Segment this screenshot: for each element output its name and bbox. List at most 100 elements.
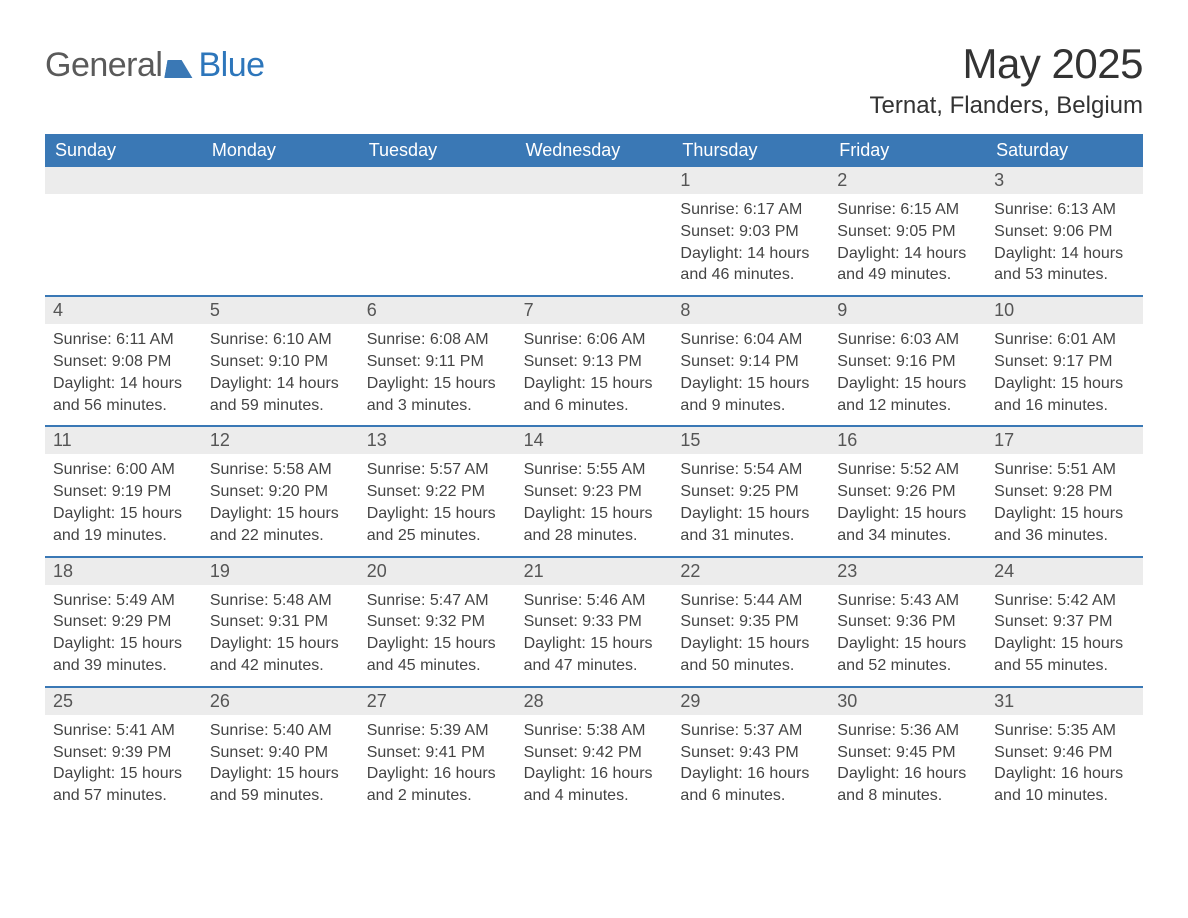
daylight-line-1: Daylight: 15 hours [210, 764, 351, 785]
sunset-line: Sunset: 9:33 PM [524, 612, 665, 633]
sunset-line: Sunset: 9:36 PM [837, 612, 978, 633]
day-detail: Sunrise: 5:40 AMSunset: 9:40 PMDaylight:… [202, 715, 359, 807]
daynum-bar [202, 167, 359, 194]
sunset-line: Sunset: 9:31 PM [210, 612, 351, 633]
day-cell: 3Sunrise: 6:13 AMSunset: 9:06 PMDaylight… [986, 167, 1143, 295]
daylight-line-2: and 31 minutes. [680, 526, 821, 547]
day-header: Saturday [986, 134, 1143, 167]
day-cell: 2Sunrise: 6:15 AMSunset: 9:05 PMDaylight… [829, 167, 986, 295]
day-detail: Sunrise: 5:51 AMSunset: 9:28 PMDaylight:… [986, 454, 1143, 546]
day-detail: Sunrise: 5:44 AMSunset: 9:35 PMDaylight:… [672, 585, 829, 677]
day-header: Thursday [672, 134, 829, 167]
day-cell: 8Sunrise: 6:04 AMSunset: 9:14 PMDaylight… [672, 295, 829, 425]
daylight-line-1: Daylight: 14 hours [53, 374, 194, 395]
sunrise-line: Sunrise: 5:57 AM [367, 460, 508, 481]
sunrise-line: Sunrise: 5:49 AM [53, 591, 194, 612]
day-detail: Sunrise: 5:54 AMSunset: 9:25 PMDaylight:… [672, 454, 829, 546]
daylight-line-2: and 28 minutes. [524, 526, 665, 547]
sunrise-line: Sunrise: 6:03 AM [837, 330, 978, 351]
sunrise-line: Sunrise: 5:43 AM [837, 591, 978, 612]
day-cell: 14Sunrise: 5:55 AMSunset: 9:23 PMDayligh… [516, 425, 673, 555]
blank-cell [45, 167, 202, 295]
day-number: 26 [202, 686, 359, 715]
day-number: 21 [516, 556, 673, 585]
day-number: 29 [672, 686, 829, 715]
daylight-line-2: and 50 minutes. [680, 656, 821, 677]
daylight-line-1: Daylight: 14 hours [210, 374, 351, 395]
sunrise-line: Sunrise: 5:35 AM [994, 721, 1135, 742]
daylight-line-1: Daylight: 15 hours [367, 504, 508, 525]
day-detail: Sunrise: 6:01 AMSunset: 9:17 PMDaylight:… [986, 324, 1143, 416]
daylight-line-1: Daylight: 15 hours [837, 504, 978, 525]
day-cell: 31Sunrise: 5:35 AMSunset: 9:46 PMDayligh… [986, 686, 1143, 816]
day-number: 17 [986, 425, 1143, 454]
day-cell: 11Sunrise: 6:00 AMSunset: 9:19 PMDayligh… [45, 425, 202, 555]
sunrise-line: Sunrise: 5:46 AM [524, 591, 665, 612]
daylight-line-1: Daylight: 15 hours [53, 764, 194, 785]
day-number: 28 [516, 686, 673, 715]
sunset-line: Sunset: 9:40 PM [210, 743, 351, 764]
sunrise-line: Sunrise: 6:00 AM [53, 460, 194, 481]
day-number: 31 [986, 686, 1143, 715]
daylight-line-2: and 52 minutes. [837, 656, 978, 677]
daylight-line-1: Daylight: 15 hours [837, 634, 978, 655]
daylight-line-2: and 56 minutes. [53, 396, 194, 417]
sunset-line: Sunset: 9:35 PM [680, 612, 821, 633]
sunset-line: Sunset: 9:14 PM [680, 352, 821, 373]
sunset-line: Sunset: 9:28 PM [994, 482, 1135, 503]
daylight-line-1: Daylight: 15 hours [524, 504, 665, 525]
day-detail: Sunrise: 6:06 AMSunset: 9:13 PMDaylight:… [516, 324, 673, 416]
sunrise-line: Sunrise: 6:04 AM [680, 330, 821, 351]
day-detail: Sunrise: 5:47 AMSunset: 9:32 PMDaylight:… [359, 585, 516, 677]
daylight-line-1: Daylight: 16 hours [524, 764, 665, 785]
sunset-line: Sunset: 9:41 PM [367, 743, 508, 764]
sunrise-line: Sunrise: 6:11 AM [53, 330, 194, 351]
day-cell: 27Sunrise: 5:39 AMSunset: 9:41 PMDayligh… [359, 686, 516, 816]
day-cell: 17Sunrise: 5:51 AMSunset: 9:28 PMDayligh… [986, 425, 1143, 555]
day-detail: Sunrise: 5:36 AMSunset: 9:45 PMDaylight:… [829, 715, 986, 807]
blank-cell [202, 167, 359, 295]
sunrise-line: Sunrise: 6:06 AM [524, 330, 665, 351]
day-cell: 12Sunrise: 5:58 AMSunset: 9:20 PMDayligh… [202, 425, 359, 555]
daynum-bar [359, 167, 516, 194]
daylight-line-2: and 47 minutes. [524, 656, 665, 677]
day-number: 18 [45, 556, 202, 585]
sunrise-line: Sunrise: 6:17 AM [680, 200, 821, 221]
daylight-line-2: and 49 minutes. [837, 265, 978, 286]
day-number: 9 [829, 295, 986, 324]
daylight-line-1: Daylight: 14 hours [837, 244, 978, 265]
sunset-line: Sunset: 9:23 PM [524, 482, 665, 503]
day-number: 12 [202, 425, 359, 454]
day-detail: Sunrise: 6:10 AMSunset: 9:10 PMDaylight:… [202, 324, 359, 416]
day-cell: 16Sunrise: 5:52 AMSunset: 9:26 PMDayligh… [829, 425, 986, 555]
sunset-line: Sunset: 9:37 PM [994, 612, 1135, 633]
sunset-line: Sunset: 9:20 PM [210, 482, 351, 503]
sunset-line: Sunset: 9:03 PM [680, 222, 821, 243]
day-detail: Sunrise: 5:43 AMSunset: 9:36 PMDaylight:… [829, 585, 986, 677]
daylight-line-2: and 6 minutes. [680, 786, 821, 807]
sunrise-line: Sunrise: 5:55 AM [524, 460, 665, 481]
day-cell: 26Sunrise: 5:40 AMSunset: 9:40 PMDayligh… [202, 686, 359, 816]
sunset-line: Sunset: 9:43 PM [680, 743, 821, 764]
daylight-line-1: Daylight: 16 hours [680, 764, 821, 785]
sunset-line: Sunset: 9:16 PM [837, 352, 978, 373]
blank-cell [516, 167, 673, 295]
day-cell: 5Sunrise: 6:10 AMSunset: 9:10 PMDaylight… [202, 295, 359, 425]
day-detail: Sunrise: 6:15 AMSunset: 9:05 PMDaylight:… [829, 194, 986, 286]
sunrise-line: Sunrise: 5:36 AM [837, 721, 978, 742]
daylight-line-1: Daylight: 15 hours [994, 634, 1135, 655]
day-detail: Sunrise: 6:08 AMSunset: 9:11 PMDaylight:… [359, 324, 516, 416]
sunset-line: Sunset: 9:06 PM [994, 222, 1135, 243]
daylight-line-2: and 8 minutes. [837, 786, 978, 807]
sunrise-line: Sunrise: 6:13 AM [994, 200, 1135, 221]
daylight-line-2: and 2 minutes. [367, 786, 508, 807]
daylight-line-2: and 46 minutes. [680, 265, 821, 286]
daylight-line-2: and 53 minutes. [994, 265, 1135, 286]
daylight-line-2: and 34 minutes. [837, 526, 978, 547]
sunset-line: Sunset: 9:45 PM [837, 743, 978, 764]
day-number: 27 [359, 686, 516, 715]
daylight-line-2: and 22 minutes. [210, 526, 351, 547]
day-number: 19 [202, 556, 359, 585]
daylight-line-2: and 12 minutes. [837, 396, 978, 417]
sunset-line: Sunset: 9:25 PM [680, 482, 821, 503]
